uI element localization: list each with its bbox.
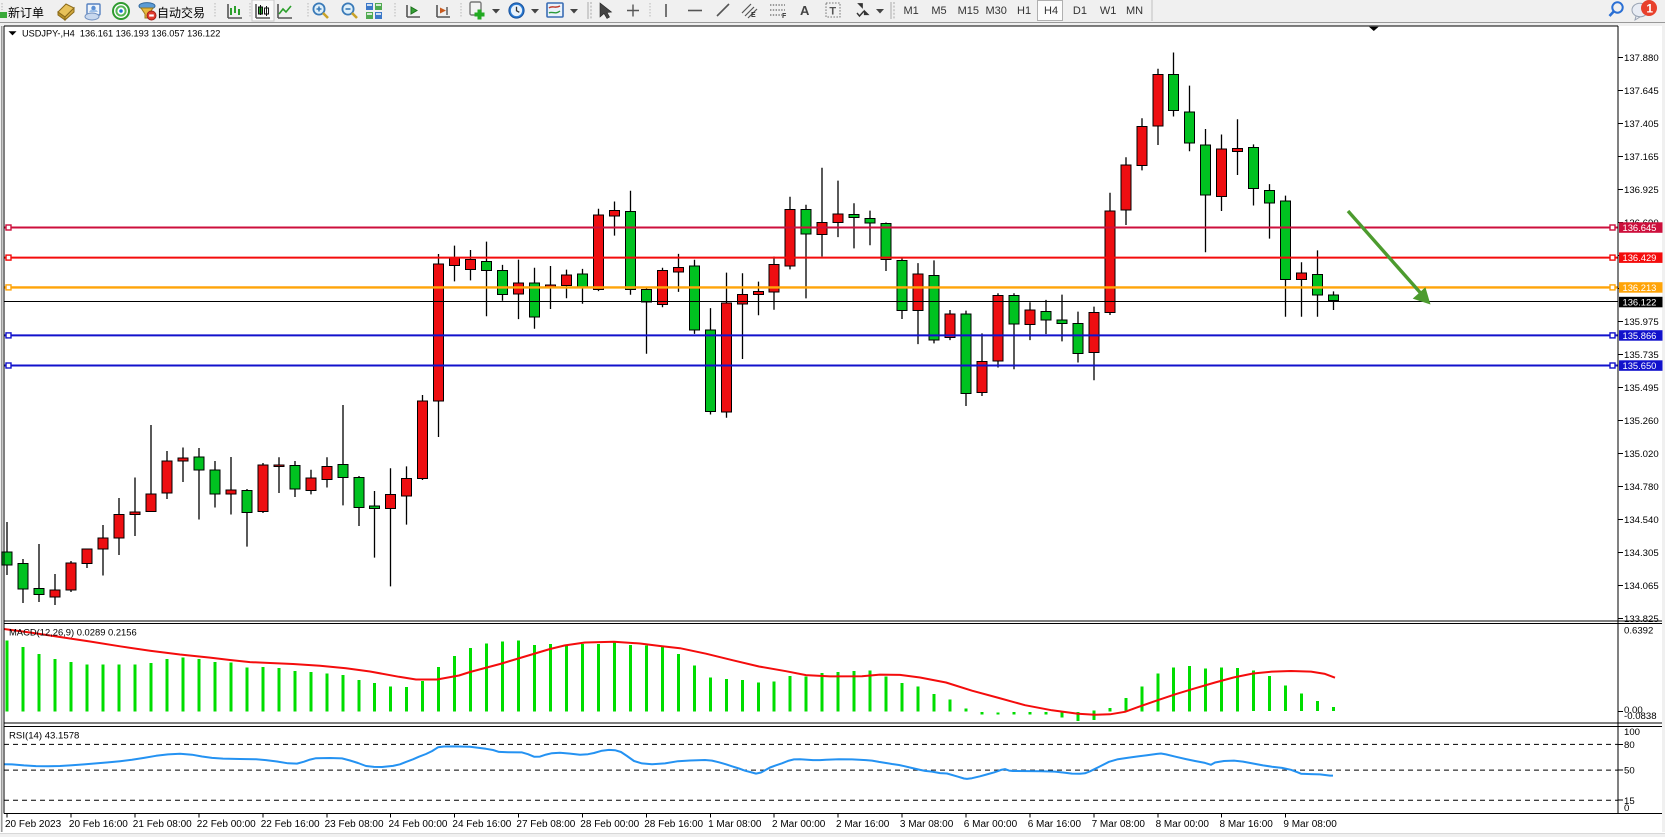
svg-text:E: E [751,12,756,19]
svg-text:8 Mar 16:00: 8 Mar 16:00 [1220,819,1274,830]
svg-text:RSI(14) 43.1578: RSI(14) 43.1578 [9,731,79,742]
svg-text:F: F [782,13,787,20]
svg-text:T: T [829,6,836,18]
svg-text:8 Mar 00:00: 8 Mar 00:00 [1156,819,1210,830]
svg-text:2 Mar 00:00: 2 Mar 00:00 [772,819,826,830]
svg-text:27 Feb 08:00: 27 Feb 08:00 [516,819,575,830]
svg-text:21 Feb 08:00: 21 Feb 08:00 [133,819,192,830]
svg-text:24 Feb 16:00: 24 Feb 16:00 [452,819,511,830]
svg-text:0.6392: 0.6392 [1624,626,1653,637]
svg-text:28 Feb 00:00: 28 Feb 00:00 [580,819,639,830]
svg-text:24 Feb 00:00: 24 Feb 00:00 [389,819,448,830]
svg-text:134.780: 134.780 [1624,482,1659,493]
svg-text:1: 1 [1646,1,1653,15]
svg-text:20 Feb 16:00: 20 Feb 16:00 [69,819,128,830]
svg-text:135.020: 135.020 [1624,449,1659,460]
svg-text:135.260: 135.260 [1624,416,1659,427]
svg-text:22 Feb 16:00: 22 Feb 16:00 [261,819,320,830]
svg-text:134.065: 134.065 [1624,581,1659,592]
svg-text:100: 100 [1624,727,1640,738]
svg-text:50: 50 [1624,766,1635,777]
svg-text:134.540: 134.540 [1624,515,1659,526]
svg-text:1 Mar 08:00: 1 Mar 08:00 [708,819,762,830]
svg-text:137.405: 137.405 [1624,119,1659,130]
svg-text:28 Feb 16:00: 28 Feb 16:00 [644,819,703,830]
svg-text:20 Feb 2023: 20 Feb 2023 [5,819,62,830]
svg-text:MACD(12,26,9) 0.0289 0.2156: MACD(12,26,9) 0.0289 0.2156 [9,627,137,638]
svg-text:134.305: 134.305 [1624,548,1659,559]
svg-text:136.925: 136.925 [1624,185,1659,196]
svg-text:7 Mar 08:00: 7 Mar 08:00 [1092,819,1146,830]
svg-text:USDJPY-,H4 136.161 136.193 13: USDJPY-,H4 136.161 136.193 136.057 136.1… [22,29,220,39]
svg-text:9 Mar 08:00: 9 Mar 08:00 [1283,819,1337,830]
svg-text:6 Mar 16:00: 6 Mar 16:00 [1028,819,1082,830]
svg-text:23 Feb 08:00: 23 Feb 08:00 [325,819,384,830]
svg-text:137.880: 137.880 [1624,53,1659,64]
svg-text:135.495: 135.495 [1624,383,1659,394]
svg-text:3 Mar 08:00: 3 Mar 08:00 [900,819,954,830]
svg-text:2 Mar 16:00: 2 Mar 16:00 [836,819,890,830]
svg-text:80: 80 [1624,740,1635,751]
svg-text:136.645: 136.645 [1623,222,1657,233]
svg-text:137.165: 137.165 [1624,152,1659,163]
svg-text:136.213: 136.213 [1623,282,1657,293]
svg-text:135.650: 135.650 [1623,360,1657,371]
svg-text:135.975: 135.975 [1624,317,1659,328]
svg-text:-0.0838: -0.0838 [1624,711,1657,722]
svg-text:133.825: 133.825 [1624,614,1659,625]
svg-text:136.122: 136.122 [1623,296,1657,307]
svg-text:15: 15 [1624,796,1635,807]
svg-text:0.00: 0.00 [1624,705,1643,716]
svg-text:0: 0 [1624,803,1629,814]
svg-text:137.645: 137.645 [1624,86,1659,97]
svg-text:135.866: 135.866 [1623,330,1657,341]
svg-text:136.429: 136.429 [1623,252,1657,263]
svg-text:22 Feb 00:00: 22 Feb 00:00 [197,819,256,830]
svg-text:6 Mar 00:00: 6 Mar 00:00 [964,819,1018,830]
svg-text:135.735: 135.735 [1624,350,1659,361]
